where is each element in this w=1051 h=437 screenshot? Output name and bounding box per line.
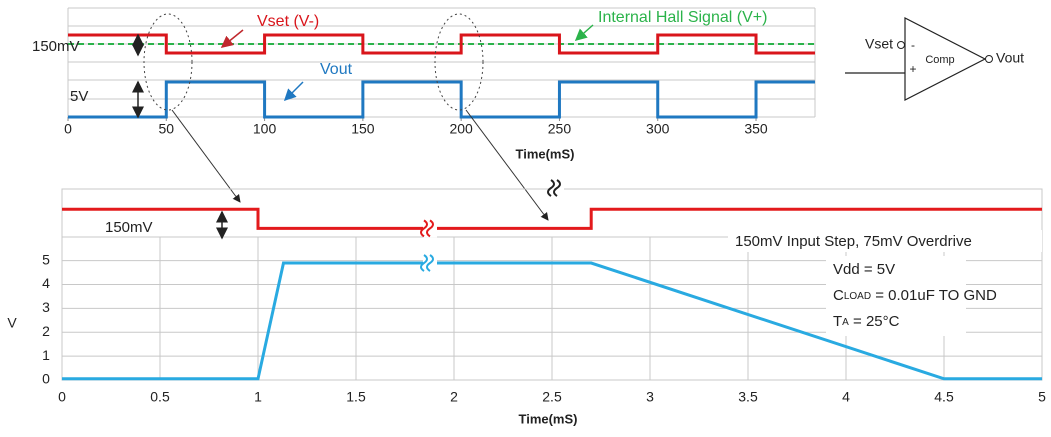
x-tick-label: 5 xyxy=(1038,389,1046,405)
signal-line xyxy=(68,80,815,119)
y-tick-label: 3 xyxy=(42,299,50,315)
annotation: Vdd = 5V xyxy=(833,261,895,278)
annotation: CLOAD = 0.01uF TO GND xyxy=(833,287,997,304)
comparator-symbol xyxy=(904,17,987,101)
subscript: LOAD xyxy=(844,291,871,302)
x-tick-label: 0 xyxy=(58,389,66,405)
y-axis-title: V xyxy=(7,315,17,331)
annotation: TA = 25°C xyxy=(833,313,900,330)
input-label: Vset xyxy=(865,36,893,52)
annotation-part: = 0.01uF TO GND xyxy=(871,287,997,304)
series-line xyxy=(62,207,1042,230)
x-tick-label: 50 xyxy=(159,121,175,137)
annotation: 150mV xyxy=(32,38,80,55)
input-pin xyxy=(897,41,905,49)
x-tick-label: 250 xyxy=(548,121,572,137)
pointer-arrow xyxy=(574,24,594,41)
annotation: 5V xyxy=(70,88,88,105)
y-tick-label: 5 xyxy=(42,251,50,267)
top-chart: 0 50 100 150 200 250 300 350 Time(mS) Vset (V-) Vo… xyxy=(32,7,816,221)
x-tick-label: 2.5 xyxy=(542,389,562,405)
pointer-arrow xyxy=(283,81,304,102)
x-tick-label: 350 xyxy=(744,121,768,137)
annotation: 150mV Input Step, 75mV Overdrive xyxy=(735,233,972,250)
y-tick-label: 1 xyxy=(42,347,50,363)
output-pin xyxy=(985,55,993,63)
y-tick-label: 2 xyxy=(42,323,50,339)
annotation-part: C xyxy=(833,287,844,304)
subscript: A xyxy=(842,317,849,328)
zoom-arrow xyxy=(171,109,241,203)
zoom-ellipse xyxy=(434,13,484,111)
break-symbol xyxy=(426,219,434,238)
break-symbol xyxy=(553,179,561,197)
block-label: Comp xyxy=(925,54,954,66)
annotation-box xyxy=(728,230,1042,252)
x-tick-label: 2 xyxy=(450,389,458,405)
x-tick-label: 1.5 xyxy=(346,389,366,405)
x-tick-label: 3.5 xyxy=(738,389,758,405)
x-tick-label: 0.5 xyxy=(150,389,170,405)
plus-label: + xyxy=(909,62,916,76)
signal-line xyxy=(68,33,815,55)
x-tick-label: 4.5 xyxy=(934,389,954,405)
annotation: 150mV xyxy=(105,219,153,236)
x-tick-label: 100 xyxy=(253,121,277,137)
annotation-part: = 25°C xyxy=(849,313,900,330)
zoom-arrow xyxy=(465,109,549,221)
break-symbol xyxy=(547,179,555,197)
x-tick-label: 300 xyxy=(646,121,670,137)
bottom-chart: 0 0.5 1 1.5 2 2.5 3 3.5 4 4.5 5 0 1 2 3 4 5 Time(mS) V 150m… xyxy=(7,179,1046,426)
minus-label: - xyxy=(911,38,915,52)
series-line xyxy=(62,261,1042,381)
break-symbol xyxy=(420,219,428,238)
break-symbol xyxy=(420,254,428,272)
x-tick-label: 150 xyxy=(351,121,375,137)
annotation: Internal Hall Signal (V+) xyxy=(598,9,767,26)
break-symbol xyxy=(426,254,434,272)
x-tick-label: 0 xyxy=(64,121,72,137)
annotation-part: T xyxy=(833,313,842,330)
x-tick-label: 4 xyxy=(842,389,850,405)
x-axis-title: Time(mS) xyxy=(516,146,575,161)
y-tick-label: 4 xyxy=(42,275,50,291)
comparator-diagram: Vset Vout Comp - + xyxy=(845,17,1024,101)
series-label: Vset (V-) xyxy=(257,13,319,30)
x-tick-label: 3 xyxy=(646,389,654,405)
zoom-ellipse xyxy=(143,13,193,111)
annotation-box xyxy=(826,256,966,336)
x-axis-title: Time(mS) xyxy=(519,411,578,426)
output-label: Vout xyxy=(996,50,1024,66)
x-tick-label: 1 xyxy=(254,389,262,405)
y-tick-label: 0 xyxy=(42,371,50,387)
pointer-arrow xyxy=(220,29,244,48)
series-label: Vout xyxy=(320,61,353,78)
x-tick-label: 200 xyxy=(449,121,473,137)
